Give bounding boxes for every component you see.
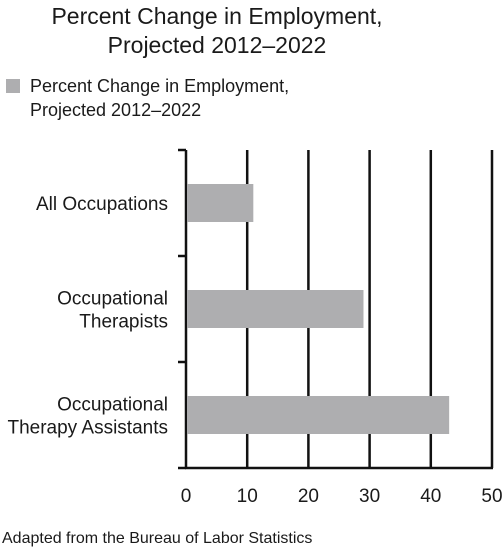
- category-label-1-line-0: Occupational: [57, 289, 168, 310]
- x-tick-label-50: 50: [481, 486, 502, 507]
- source-note: Adapted from the Bureau of Labor Statist…: [2, 530, 313, 547]
- chart-title-line-2: Projected 2012–2022: [107, 32, 327, 58]
- x-tick-label-30: 30: [359, 486, 380, 507]
- bar-2: [187, 396, 450, 434]
- chart-title: Percent Change in Employment, Projected …: [0, 2, 434, 60]
- category-label-2-line-1: Therapy Assistants: [7, 418, 168, 439]
- category-label-0-line-0: All Occupations: [36, 194, 168, 215]
- legend-label: Percent Change in Employment, Projected …: [30, 74, 370, 122]
- legend-label-line-2: Projected 2012–2022: [30, 100, 202, 120]
- chart-title-line-1: Percent Change in Employment,: [51, 3, 383, 29]
- x-tick-label-0: 0: [181, 486, 192, 507]
- category-label-1-line-1: Therapists: [79, 312, 168, 333]
- category-label-2-line-0: Occupational: [57, 395, 168, 416]
- x-tick-label-40: 40: [420, 486, 441, 507]
- legend-label-line-1: Percent Change in Employment,: [30, 76, 290, 96]
- bar-0: [187, 184, 254, 222]
- x-tick-label-20: 20: [298, 486, 319, 507]
- legend-swatch: [6, 79, 20, 93]
- bar-1: [187, 290, 364, 328]
- x-tick-label-10: 10: [237, 486, 258, 507]
